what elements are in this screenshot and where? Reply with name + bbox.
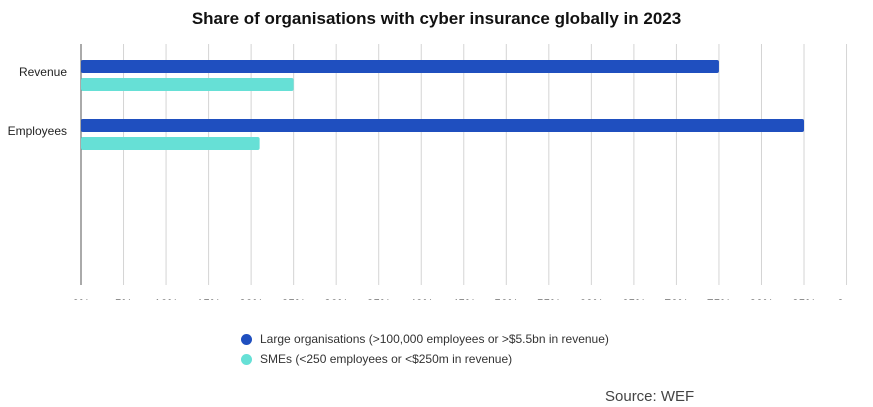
legend: Large organisations (>100,000 employees … <box>241 330 609 370</box>
x-tick-label: 70% <box>664 297 688 300</box>
bar-large-revenue <box>81 60 719 73</box>
x-tick-label: 50% <box>494 297 518 300</box>
x-tick-label: 85% <box>792 297 816 300</box>
x-tick-label: 55% <box>537 297 561 300</box>
x-tick-label: 60% <box>579 297 603 300</box>
x-tick-label: 0% <box>72 297 90 300</box>
legend-item-smes[interactable]: SMEs (<250 employees or <$250m in revenu… <box>241 350 609 368</box>
x-tick-label: 25% <box>282 297 306 300</box>
bar-smes-employees <box>81 137 260 150</box>
x-tick-label: 75% <box>707 297 731 300</box>
legend-swatch-large <box>241 333 252 345</box>
bar-large-employees <box>81 119 805 132</box>
x-tick-label: 45% <box>452 297 476 300</box>
x-tick-label: 9… <box>837 297 856 300</box>
x-tick-label: 40% <box>409 297 433 300</box>
x-tick-label: 80% <box>749 297 773 300</box>
legend-label-large: Large organisations (>100,000 employees … <box>260 332 609 346</box>
chart-title: Share of organisations with cyber insura… <box>191 9 682 28</box>
source-note: Source: WEF <box>605 388 695 405</box>
chart-plot: 0% 5% 10% 15% 20% 25% 30% 35% 40% 45% 50% 55% 60% 65%… <box>8 44 856 300</box>
legend-swatch-smes <box>241 353 252 365</box>
x-tick-label: 65% <box>622 297 646 300</box>
x-tick-label: 35% <box>367 297 391 300</box>
x-tick-label: 10% <box>154 297 178 300</box>
x-tick-label: 15% <box>197 297 221 300</box>
category-label: Employees <box>8 124 67 138</box>
bar-smes-revenue <box>81 78 294 91</box>
x-tick-label: 5% <box>115 297 133 300</box>
x-tick-label: 20% <box>239 297 263 300</box>
category-label: Revenue <box>19 65 67 79</box>
legend-item-large[interactable]: Large organisations (>100,000 employees … <box>241 330 609 348</box>
x-tick-label: 30% <box>324 297 348 300</box>
legend-label-smes: SMEs (<250 employees or <$250m in revenu… <box>260 352 513 366</box>
